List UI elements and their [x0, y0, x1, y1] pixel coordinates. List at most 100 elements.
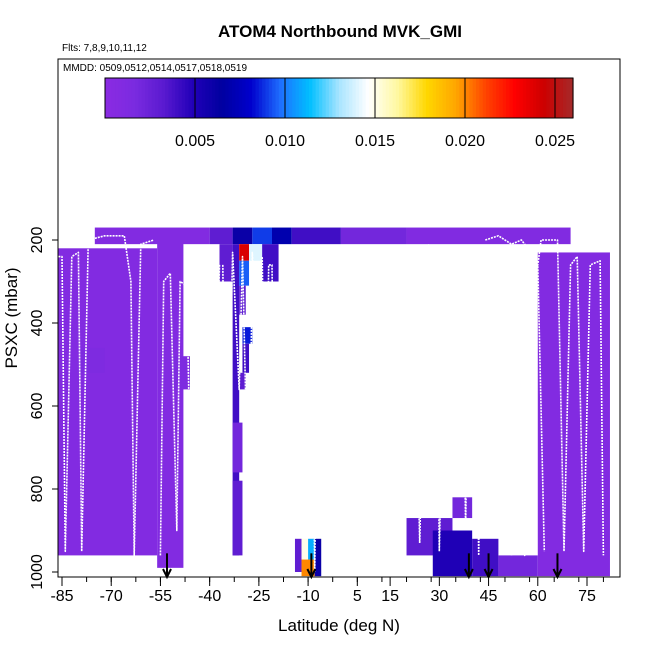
y-axis: 200 400 600 800 1000 [29, 227, 58, 590]
colorbar-segment [258, 78, 263, 118]
colorbar-segment [492, 78, 497, 118]
heatmap-cell [232, 227, 253, 245]
colorbar-segment [148, 78, 153, 118]
colorbar-segment [409, 78, 414, 118]
flights-label: Flts: 7,8,9,10,11,12 [62, 43, 147, 54]
x-tick-label: -40 [198, 588, 221, 605]
heatmap-cell [308, 538, 315, 560]
colorbar-segment [405, 78, 410, 118]
colorbar-segment [265, 78, 270, 118]
colorbar-segment [499, 78, 504, 118]
colorbar-segment [382, 78, 387, 118]
colorbar-segment [466, 78, 470, 118]
colorbar-segment [115, 78, 119, 118]
heatmap-cell [301, 538, 309, 560]
colorbar: 0.005 0.010 0.015 0.020 0.025 [104, 77, 575, 150]
colorbar-segment [275, 78, 280, 118]
colorbar-segment [432, 78, 437, 118]
flight-tracks [58, 235, 605, 573]
colorbar-segment [476, 78, 480, 118]
colorbar-segment [225, 78, 230, 118]
colorbar-segment [512, 78, 517, 118]
colorbar-segment [459, 78, 464, 118]
colorbar-segment [282, 78, 287, 118]
heatmap-cell [232, 422, 243, 473]
colorbar-segment [379, 78, 384, 118]
flight-track-track-6 [485, 235, 605, 556]
heatmap-cell [239, 260, 250, 286]
colorbar-segment [536, 78, 541, 118]
x-tick-label: 45 [480, 588, 498, 605]
colorbar-segment [278, 78, 283, 118]
x-tick-label: 15 [381, 588, 399, 605]
colorbar-segment [509, 78, 514, 118]
colorbar-segment [138, 78, 143, 118]
colorbar-tick-label: 0.010 [265, 133, 305, 150]
chart-title: ATOM4 Northbound MVK_GMI [218, 22, 462, 41]
x-tick-label: -70 [100, 588, 123, 605]
x-tick-label: 60 [529, 588, 547, 605]
colorbar-segment [389, 78, 394, 118]
colorbar-segment [502, 78, 507, 118]
colorbar-segment [362, 78, 367, 118]
heatmap-cell [239, 372, 246, 390]
flight-track-track-2 [159, 255, 221, 556]
colorbar-segment [245, 78, 250, 118]
colorbar-segment [292, 78, 297, 118]
colorbar-segment [445, 78, 450, 118]
colorbar-segment [335, 78, 340, 118]
colorbar-segment [439, 78, 444, 118]
colorbar-segment [435, 78, 440, 118]
colorbar-segment [312, 78, 317, 118]
x-tick-label: 30 [430, 588, 448, 605]
colorbar-segment [372, 78, 377, 118]
colorbar-segment [191, 78, 196, 118]
colorbar-segment [355, 78, 360, 118]
heatmap-cell [239, 244, 250, 261]
x-tick-label: 5 [353, 588, 362, 605]
colorbar-segment [562, 78, 567, 118]
colorbar-segment [318, 78, 323, 118]
colorbar-segment [165, 78, 170, 118]
colorbar-segment [526, 78, 531, 118]
colorbar-segment [288, 78, 293, 118]
flight-track-track-3 [222, 247, 316, 573]
colorbar-segment [302, 78, 307, 118]
colorbar-segment [135, 78, 140, 118]
colorbar-segment [546, 78, 551, 118]
colorbar-segment [395, 78, 400, 118]
colorbar-tick-label: 0.015 [355, 133, 395, 150]
colorbar-segment [429, 78, 434, 118]
colorbar-segment [322, 78, 327, 118]
colorbar-segment [342, 78, 347, 118]
flight-track-track-5 [418, 255, 546, 557]
colorbar-segment [529, 78, 534, 118]
colorbar-segment [252, 78, 257, 118]
colorbar-segment [235, 78, 240, 118]
colorbar-segment [268, 78, 273, 118]
colorbar-segment [496, 78, 501, 118]
colorbar-segment [349, 78, 353, 118]
colorbar-segment [308, 78, 313, 118]
colorbar-segment [295, 78, 300, 118]
colorbar-segment [469, 78, 474, 118]
colorbar-segment [141, 78, 146, 118]
colorbar-segment [205, 78, 210, 118]
colorbar-segment [155, 78, 160, 118]
colorbar-segment [482, 78, 487, 118]
colorbar-segment [449, 78, 454, 118]
colorbar-segment [255, 78, 260, 118]
colorbar-segment [188, 78, 193, 118]
colorbar-segment [542, 78, 547, 118]
heatmap-cell [239, 285, 246, 315]
colorbar-segment [305, 78, 310, 118]
colorbar-segment [328, 78, 333, 118]
colorbar-segment [198, 78, 203, 118]
colorbar-segment [128, 78, 133, 118]
colorbar-segment [215, 78, 220, 118]
heatmap-cell [209, 227, 233, 245]
colorbar-segment [262, 78, 267, 118]
colorbar-segment [392, 78, 397, 118]
heatmap-cell [170, 356, 190, 390]
plot-frame [57, 58, 621, 578]
